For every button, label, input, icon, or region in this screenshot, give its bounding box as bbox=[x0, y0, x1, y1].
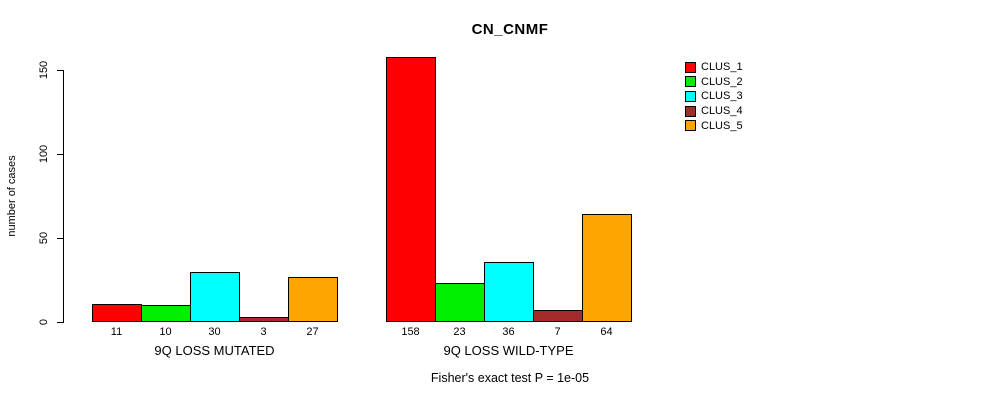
bar-clus_4 bbox=[533, 310, 583, 322]
legend-item: CLUS_4 bbox=[685, 104, 743, 119]
bar-clus_2 bbox=[435, 283, 485, 322]
y-tick bbox=[57, 69, 64, 71]
legend-label: CLUS_4 bbox=[701, 105, 743, 118]
bar-value-label: 11 bbox=[110, 326, 123, 338]
bar-value-label: 158 bbox=[401, 326, 420, 338]
bar-value-label: 30 bbox=[208, 326, 221, 338]
bar-clus_3 bbox=[484, 262, 534, 322]
y-axis-line bbox=[63, 70, 64, 323]
bar-clus_4 bbox=[239, 317, 289, 322]
bar-clus_3 bbox=[190, 272, 240, 322]
y-tick bbox=[57, 153, 64, 155]
chart-title: CN_CNMF bbox=[471, 21, 549, 38]
y-tick-label: 100 bbox=[38, 144, 50, 164]
bar-clus_5 bbox=[582, 214, 632, 322]
y-tick bbox=[57, 321, 64, 323]
legend-label: CLUS_5 bbox=[701, 119, 743, 132]
legend-item: CLUS_5 bbox=[685, 118, 743, 133]
legend-item: CLUS_3 bbox=[685, 89, 743, 104]
legend-swatch-icon bbox=[685, 61, 696, 73]
legend-label: CLUS_1 bbox=[701, 61, 743, 74]
legend-item: CLUS_2 bbox=[685, 75, 743, 90]
y-tick bbox=[57, 237, 64, 239]
bar-value-label: 23 bbox=[453, 326, 466, 338]
y-tick-label: 0 bbox=[38, 318, 50, 326]
bar-value-label: 36 bbox=[502, 326, 515, 338]
legend-label: CLUS_2 bbox=[701, 75, 743, 88]
bar-clus_5 bbox=[288, 277, 338, 322]
bar-clus_1 bbox=[92, 304, 142, 322]
legend: CLUS_1 CLUS_2 CLUS_3 CLUS_4 CLUS_5 bbox=[685, 60, 743, 133]
bar-value-label: 64 bbox=[600, 326, 613, 338]
group-label: 9Q LOSS MUTATED bbox=[154, 343, 275, 358]
legend-item: CLUS_1 bbox=[685, 60, 743, 75]
y-tick-label: 50 bbox=[38, 231, 50, 245]
bar-value-label: 3 bbox=[260, 326, 267, 338]
bar-value-label: 7 bbox=[554, 326, 561, 338]
legend-swatch-icon bbox=[685, 105, 696, 117]
bar-clus_1 bbox=[386, 57, 436, 322]
legend-swatch-icon bbox=[685, 76, 696, 88]
y-tick-label: 150 bbox=[38, 60, 50, 80]
y-axis-title: number of cases bbox=[6, 155, 18, 237]
group-label: 9Q LOSS WILD-TYPE bbox=[443, 343, 574, 358]
legend-swatch-icon bbox=[685, 120, 696, 132]
legend-label: CLUS_3 bbox=[701, 90, 743, 103]
bar-value-label: 10 bbox=[159, 326, 172, 338]
fisher-test-annotation: Fisher's exact test P = 1e-05 bbox=[430, 371, 590, 385]
bar-value-label: 27 bbox=[306, 326, 319, 338]
legend-swatch-icon bbox=[685, 90, 696, 102]
bar-clus_2 bbox=[141, 305, 191, 322]
